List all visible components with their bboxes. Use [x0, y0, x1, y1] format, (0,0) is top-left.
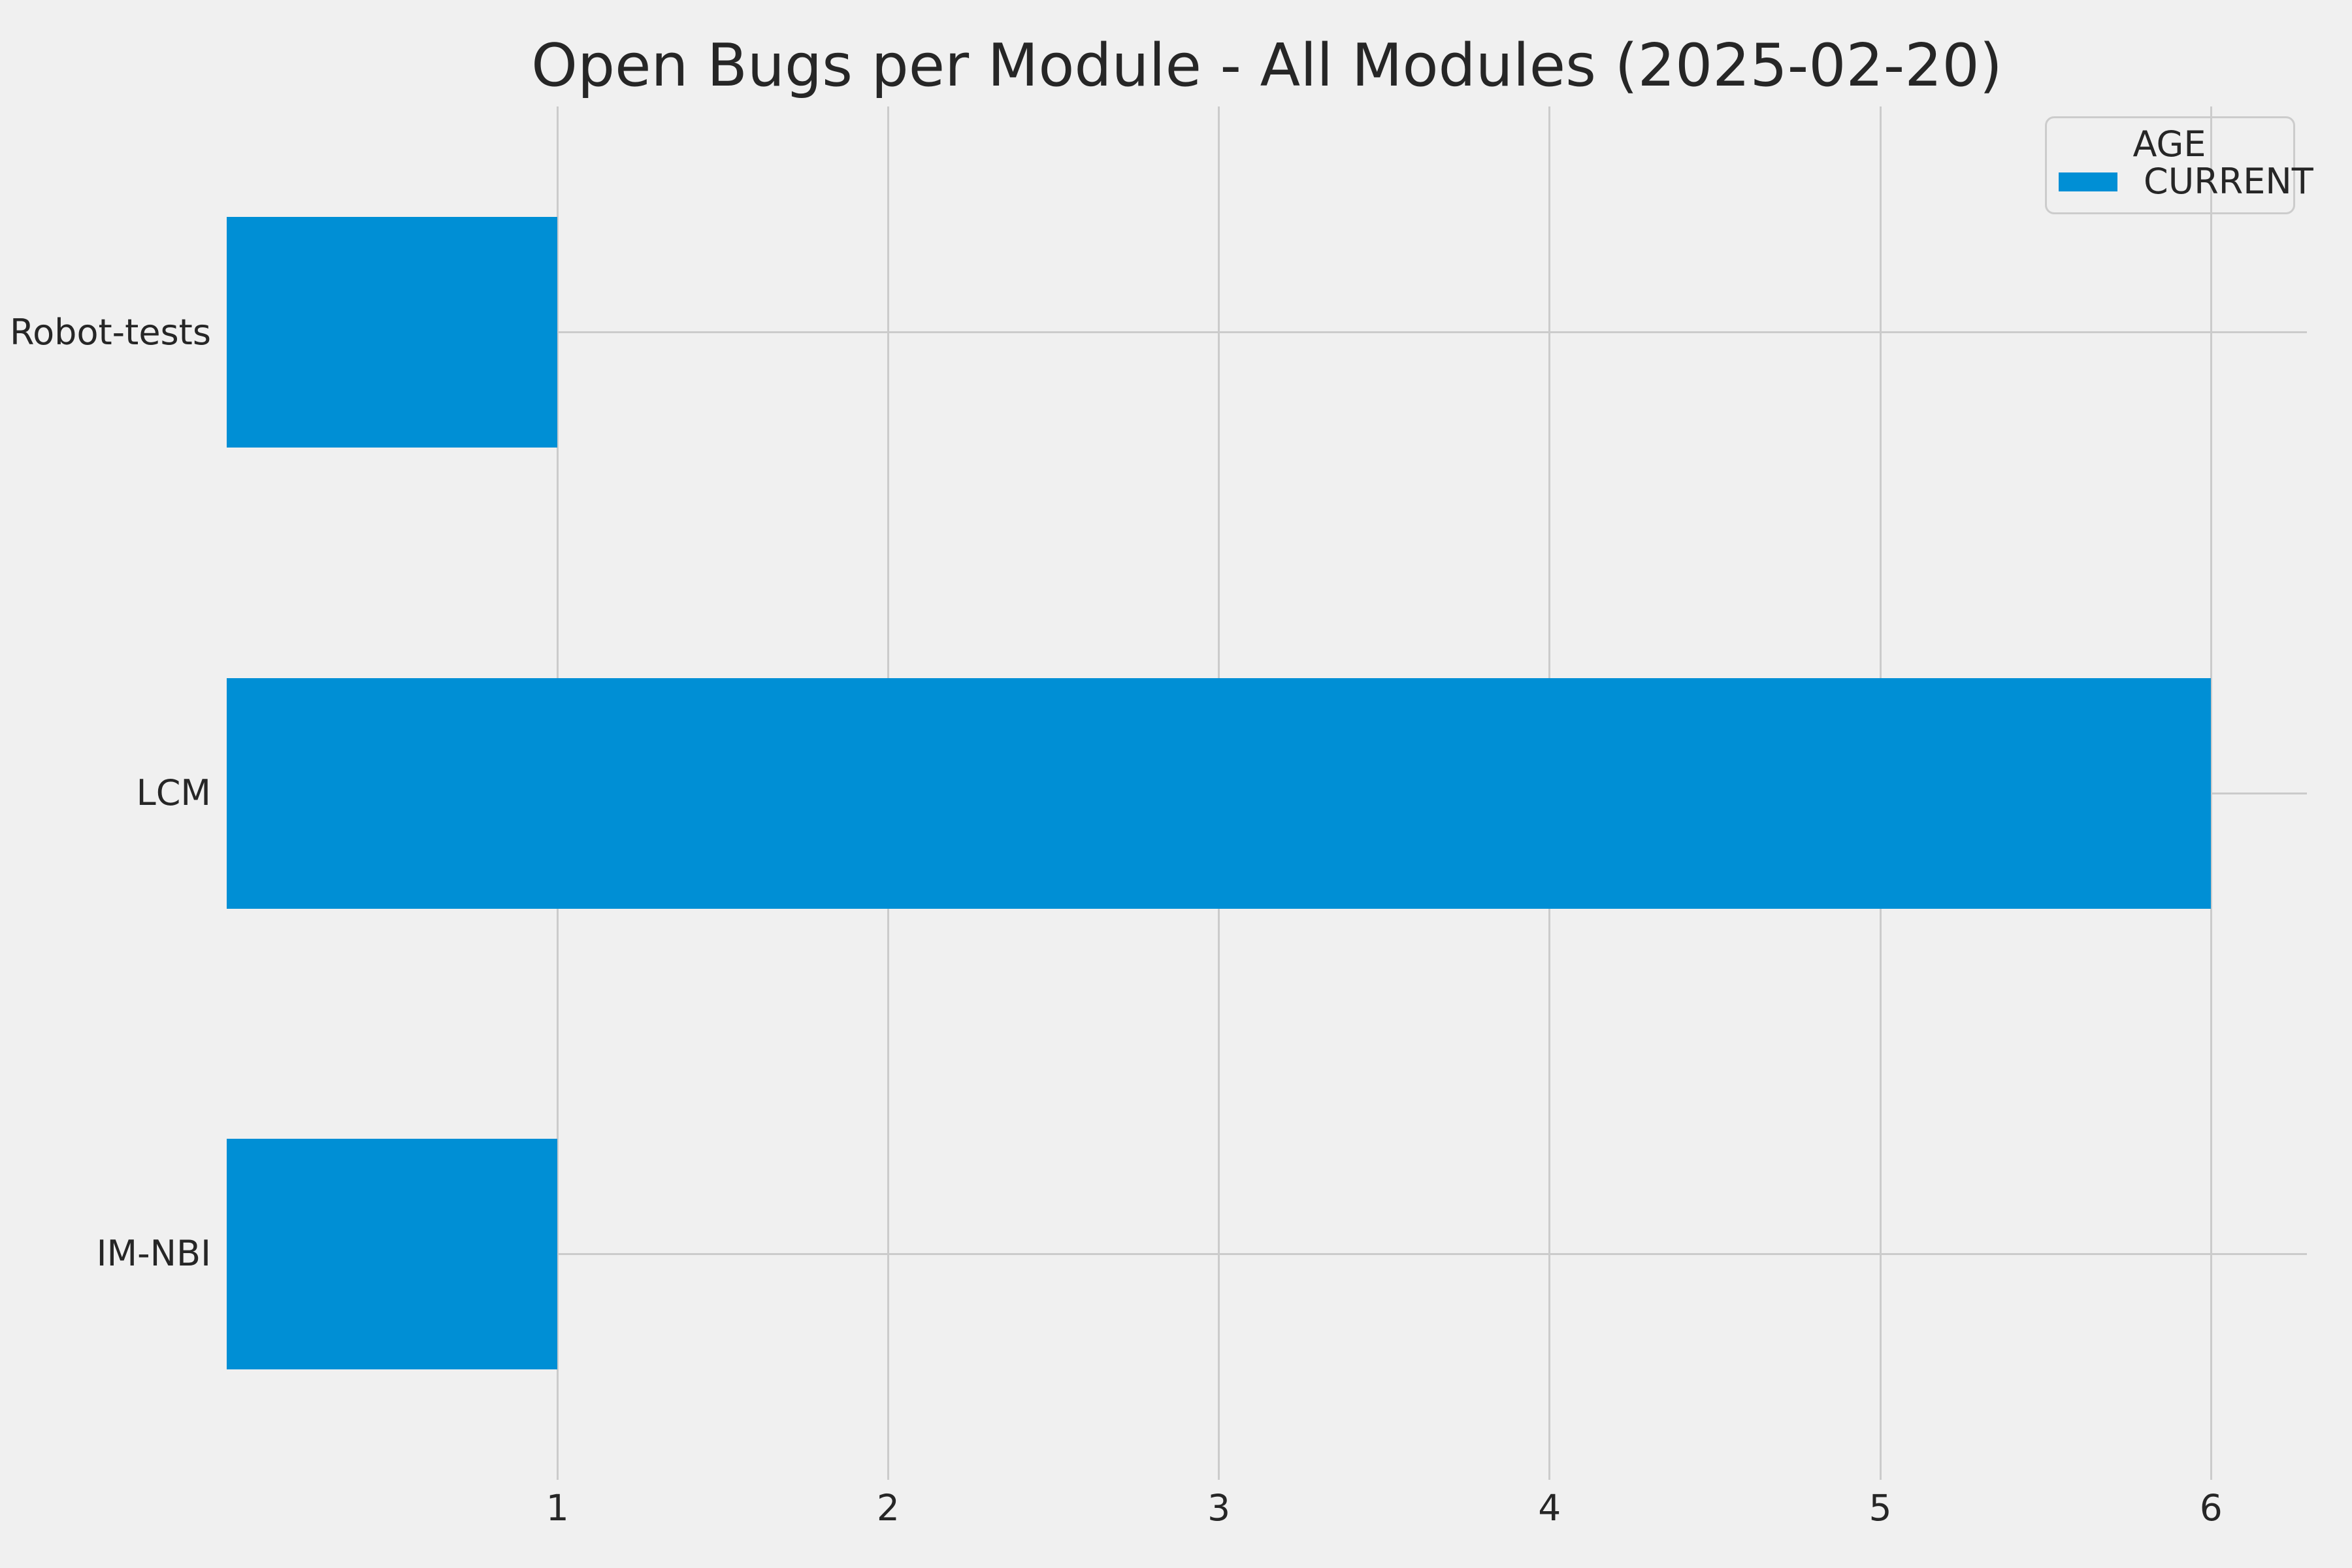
chart-title: Open Bugs per Module - All Modules (2025… — [531, 31, 2002, 100]
legend-title: AGE — [2132, 123, 2206, 165]
x-tick-label: 3 — [1207, 1487, 1231, 1529]
plot-area — [227, 106, 2307, 1480]
y-tick-label-im-nbi: IM-NBI — [96, 1233, 211, 1275]
y-tick-label-lcm: LCM — [136, 772, 211, 813]
y-tick-label-robot-tests: Robot-tests — [10, 311, 211, 353]
x-tick-label: 4 — [1538, 1487, 1561, 1529]
x-tick-label: 5 — [1869, 1487, 1892, 1529]
y-gridline — [227, 331, 2307, 334]
legend-swatch-icon — [2059, 172, 2117, 191]
bar-robot-tests — [227, 217, 558, 448]
bar-lcm — [227, 678, 2212, 909]
legend-entry-label: CURRENT — [2144, 161, 2313, 202]
legend: AGE CURRENT — [2045, 116, 2313, 214]
x-tick-label: 6 — [2199, 1487, 2223, 1529]
x-tick-label: 2 — [876, 1487, 900, 1529]
y-gridline — [227, 1252, 2307, 1255]
x-tick-label: 1 — [546, 1487, 569, 1529]
bar-im-nbi — [227, 1138, 558, 1369]
legend-entry-current: CURRENT — [2059, 164, 2313, 199]
